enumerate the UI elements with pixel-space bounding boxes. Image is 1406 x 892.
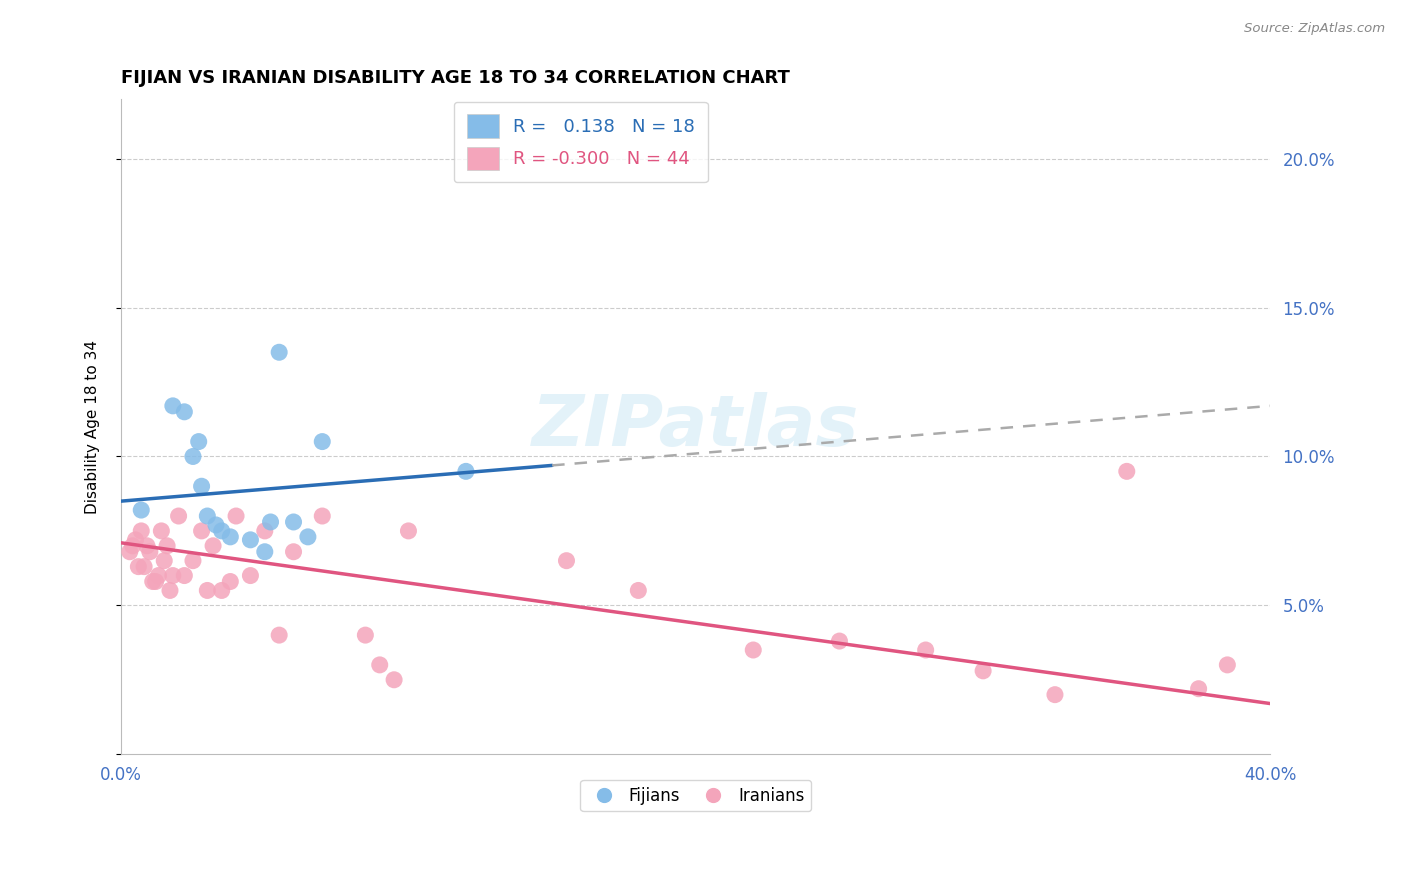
Text: Source: ZipAtlas.com: Source: ZipAtlas.com bbox=[1244, 22, 1385, 36]
Point bbox=[129, 503, 152, 517]
Point bbox=[253, 524, 276, 538]
Point bbox=[181, 554, 204, 568]
Point bbox=[142, 574, 165, 589]
Point bbox=[225, 508, 247, 523]
Y-axis label: Disability Age 18 to 34: Disability Age 18 to 34 bbox=[86, 340, 100, 514]
Point bbox=[253, 545, 276, 559]
Point bbox=[283, 545, 305, 559]
Point bbox=[283, 515, 305, 529]
Point bbox=[259, 515, 281, 529]
Point bbox=[742, 643, 765, 657]
Point bbox=[121, 539, 143, 553]
Point bbox=[118, 545, 141, 559]
Point bbox=[972, 664, 994, 678]
Point bbox=[181, 450, 204, 464]
Point bbox=[239, 568, 262, 582]
Point bbox=[1043, 688, 1066, 702]
Point bbox=[162, 568, 184, 582]
Text: ZIPatlas: ZIPatlas bbox=[531, 392, 859, 461]
Point bbox=[555, 554, 578, 568]
Point bbox=[382, 673, 405, 687]
Point bbox=[173, 568, 195, 582]
Point bbox=[219, 574, 242, 589]
Point bbox=[129, 524, 152, 538]
Point bbox=[187, 434, 209, 449]
Point bbox=[914, 643, 936, 657]
Point bbox=[627, 583, 650, 598]
Point bbox=[145, 574, 167, 589]
Point bbox=[159, 583, 181, 598]
Point bbox=[1115, 464, 1137, 478]
Point bbox=[134, 559, 156, 574]
Point bbox=[211, 583, 233, 598]
Point bbox=[205, 518, 228, 533]
Point bbox=[167, 508, 190, 523]
Point bbox=[1188, 681, 1211, 696]
Point bbox=[398, 524, 420, 538]
Point bbox=[190, 479, 212, 493]
Point bbox=[828, 634, 851, 648]
Point bbox=[354, 628, 377, 642]
Point bbox=[239, 533, 262, 547]
Point bbox=[219, 530, 242, 544]
Point bbox=[124, 533, 146, 547]
Point bbox=[190, 524, 212, 538]
Legend: Fijians, Iranians: Fijians, Iranians bbox=[581, 780, 811, 812]
Point bbox=[156, 539, 179, 553]
Text: FIJIAN VS IRANIAN DISABILITY AGE 18 TO 34 CORRELATION CHART: FIJIAN VS IRANIAN DISABILITY AGE 18 TO 3… bbox=[121, 69, 790, 87]
Point bbox=[150, 524, 173, 538]
Point bbox=[162, 399, 184, 413]
Point bbox=[311, 508, 333, 523]
Point bbox=[153, 554, 176, 568]
Point bbox=[195, 583, 218, 598]
Point bbox=[202, 539, 225, 553]
Point bbox=[454, 464, 477, 478]
Point bbox=[127, 559, 149, 574]
Point bbox=[269, 345, 291, 359]
Point bbox=[1216, 657, 1239, 672]
Point bbox=[173, 405, 195, 419]
Point bbox=[269, 628, 291, 642]
Point bbox=[211, 524, 233, 538]
Point bbox=[195, 508, 218, 523]
Point bbox=[148, 568, 170, 582]
Point bbox=[297, 530, 319, 544]
Point bbox=[311, 434, 333, 449]
Point bbox=[136, 539, 159, 553]
Point bbox=[368, 657, 391, 672]
Point bbox=[139, 545, 162, 559]
